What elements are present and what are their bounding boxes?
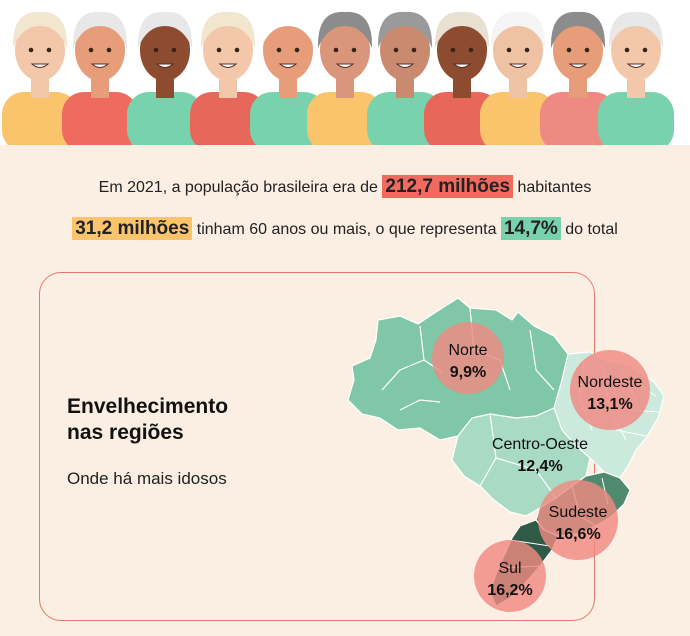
population-total: 212,7 milhões — [382, 175, 514, 198]
region-value-sudeste: 16,6% — [555, 526, 600, 543]
region-value-norte: 9,9% — [450, 364, 486, 381]
regions-title: Envelhecimento nas regiões — [67, 394, 228, 446]
bubble-nordeste — [570, 350, 650, 430]
bubble-sudeste — [538, 480, 618, 560]
region-value-sul: 16,2% — [487, 582, 532, 599]
elderly-middle: tinham 60 anos ou mais, o que representa — [196, 221, 497, 238]
population-suffix: habitantes — [517, 179, 592, 196]
regions-title-line1: Envelhecimento — [67, 395, 229, 418]
regions-subtitle: Onde há mais idosos — [67, 469, 227, 488]
population-line: Em 2021, a população brasileira era de 2… — [0, 175, 690, 198]
bubble-sul — [474, 540, 546, 612]
population-prefix: Em 2021, a população brasileira era de — [98, 179, 378, 196]
region-name-sudeste: Sudeste — [549, 504, 608, 521]
region-value-centro-oeste: 12,4% — [517, 458, 562, 475]
bubble-norte — [432, 322, 504, 394]
regions-title-line2: nas regiões — [67, 421, 184, 444]
brazil-regions-map: Norte 9,9% Nordeste 13,1% Centro-Oeste 12,4% S… — [347, 297, 665, 612]
elderly-line: 31,2 milhões tinham 60 anos ou mais, o q… — [0, 217, 690, 240]
elderly-people-illustration — [0, 0, 690, 145]
elderly-share: 14,7% — [500, 217, 561, 240]
elderly-suffix: do total — [565, 221, 618, 238]
elderly-count: 31,2 milhões — [72, 217, 193, 240]
region-name-norte: Norte — [448, 342, 487, 359]
region-name-centro-oeste: Centro-Oeste — [492, 436, 588, 453]
region-value-nordeste: 13,1% — [587, 396, 632, 413]
region-name-sul: Sul — [498, 560, 521, 577]
region-name-nordeste: Nordeste — [578, 374, 643, 391]
